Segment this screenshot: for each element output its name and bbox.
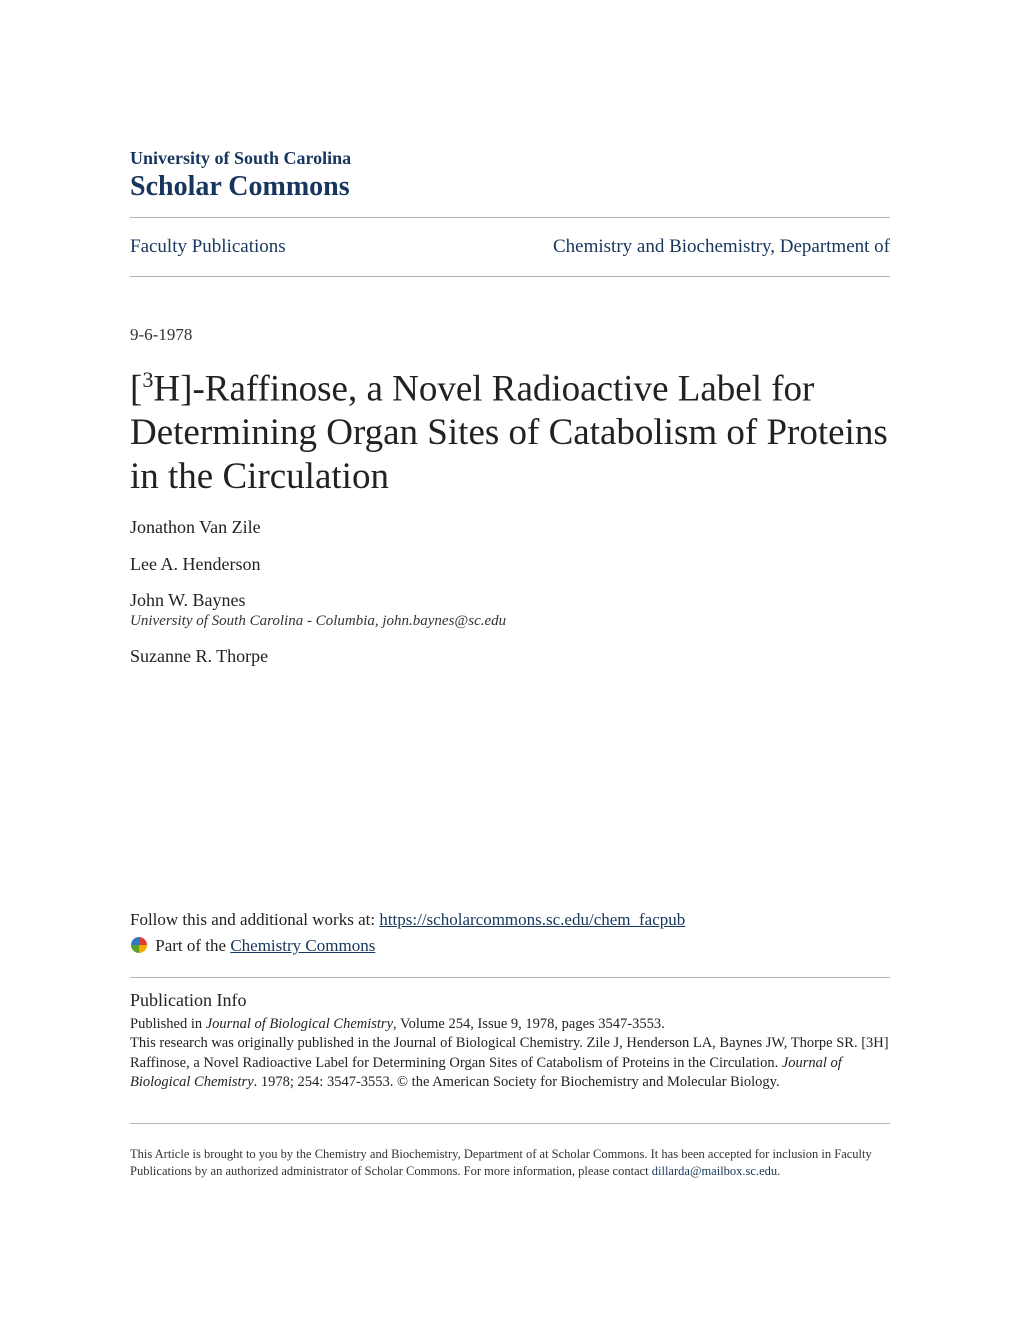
author-item: Suzanne R. Thorpe [130,645,890,668]
discipline-link[interactable]: Chemistry Commons [230,936,375,955]
partof-lead-text: Part of the [151,936,230,955]
author-item: Lee A. Henderson [130,553,890,576]
author-name: Jonathon Van Zile [130,516,890,539]
pubinfo-additional-post: . 1978; 254: 3547-3553. © the American S… [254,1074,780,1090]
repository-name[interactable]: Scholar Commons [130,171,890,203]
footer-rule [130,1123,890,1124]
collection-url-link[interactable]: https://scholarcommons.sc.edu/chem_facpu… [379,910,685,929]
publication-date: 9-6-1978 [130,325,890,345]
contact-email-link[interactable]: dillarda@mailbox.sc.edu [652,1164,777,1178]
pubinfo-heading: Publication Info [130,990,890,1011]
section-rule [130,977,890,978]
journal-name: Journal of Biological Chemistry [206,1016,393,1032]
author-item: Jonathon Van Zile [130,516,890,539]
header-rule-bottom [130,276,890,277]
collection-link[interactable]: Faculty Publications [130,236,286,258]
pubinfo-additional: This research was originally published i… [130,1035,889,1071]
footer-text-post: . [777,1164,780,1178]
author-list: Jonathon Van Zile Lee A. Henderson John … [130,516,890,667]
breadcrumb-row: Faculty Publications Chemistry and Bioch… [130,218,890,276]
article-title: [3H]-Raffinose, a Novel Radioactive Labe… [130,367,890,498]
pubinfo-pre: Published in [130,1016,206,1032]
author-name: Suzanne R. Thorpe [130,645,890,668]
network-icon [130,936,148,962]
author-name: Lee A. Henderson [130,553,890,576]
follow-block: Follow this and additional works at: htt… [130,907,890,963]
title-text: H]-Raffinose, a Novel Radioactive Label … [130,368,888,496]
department-link[interactable]: Chemistry and Biochemistry, Department o… [553,236,890,258]
pubinfo-body: Published in Journal of Biological Chemi… [130,1015,890,1093]
follow-lead-text: Follow this and additional works at: [130,910,379,929]
footer-note: This Article is brought to you by the Ch… [130,1146,890,1180]
author-name: John W. Baynes [130,589,890,612]
author-item: John W. Baynes University of South Carol… [130,589,890,630]
title-prefix: [ [130,368,142,409]
pubinfo-post: , Volume 254, Issue 9, 1978, pages 3547-… [393,1016,665,1032]
author-affiliation: University of South Carolina - Columbia,… [130,612,890,631]
institution-name: University of South Carolina [130,148,890,169]
title-superscript: 3 [142,367,153,392]
